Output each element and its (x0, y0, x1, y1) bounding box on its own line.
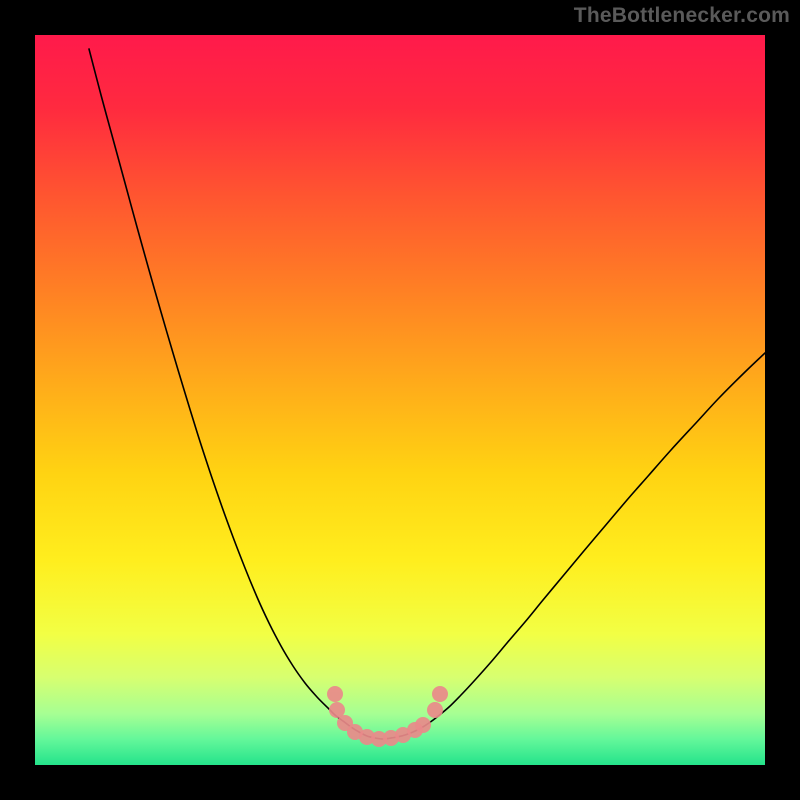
plot-area (35, 35, 765, 765)
canvas-root: TheBottlenecker.com (0, 0, 800, 800)
bottleneck-curve-left (89, 49, 391, 739)
bottleneck-curve-right (391, 353, 765, 738)
curve-marker (415, 717, 431, 733)
watermark-text: TheBottlenecker.com (574, 4, 790, 28)
curve-marker (327, 686, 343, 702)
curve-marker (427, 702, 443, 718)
marker-group (327, 686, 448, 747)
chart-overlay (35, 35, 765, 765)
curve-marker (432, 686, 448, 702)
